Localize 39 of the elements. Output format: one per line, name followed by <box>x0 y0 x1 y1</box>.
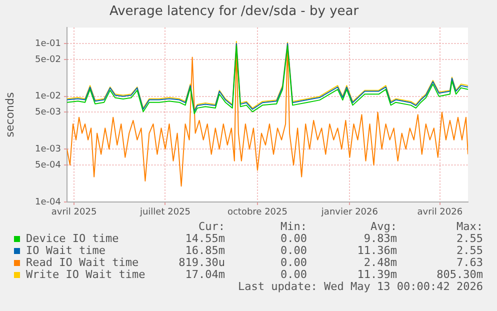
x-tick-label: octobre 2025 <box>227 208 288 218</box>
y-tick-label: 5e-04 <box>35 160 62 170</box>
text: 9.83m <box>364 232 397 245</box>
x-tick-label: juillet 2025 <box>138 208 191 218</box>
text: Min: <box>280 220 307 233</box>
legend-label: IO Wait time <box>26 244 106 257</box>
x-tick-label: avril 2025 <box>51 208 97 218</box>
y-axis-title: seconds <box>3 92 16 138</box>
text: 11.39m <box>357 268 397 281</box>
y-tick-label: 1e-04 <box>35 197 62 208</box>
y-tick-label: 5e-02 <box>35 54 61 65</box>
text: Avg: <box>370 220 397 233</box>
text: Max: <box>456 220 483 233</box>
text: 7.63 <box>456 256 483 269</box>
x-tick-label: janvier 2026 <box>320 208 378 218</box>
text: 0.00 <box>280 268 307 281</box>
text: 17.04m <box>185 268 225 281</box>
text: 819.30u <box>178 256 225 269</box>
legend-label: Read IO Wait time <box>26 256 139 269</box>
legend-label: Device IO time <box>26 232 119 245</box>
x-tick-label: avril 2026 <box>417 208 463 218</box>
y-tick-label: 1e-01 <box>35 38 61 49</box>
text: Last update: Wed May 13 00:00:42 2026 <box>238 280 483 293</box>
text: 0.00 <box>280 256 307 269</box>
text: 805.30m <box>436 268 483 281</box>
text: 2.48m <box>364 256 397 269</box>
text: 2.55 <box>456 244 483 257</box>
text: Cur: <box>198 220 225 233</box>
y-tick-label: 1e-03 <box>35 144 61 155</box>
legend-label: Write IO Wait time <box>26 268 146 281</box>
text: 0.00 <box>280 244 307 257</box>
y-tick-label: 1e-02 <box>35 92 61 102</box>
chart-title: Average latency for /dev/sda - by year <box>109 4 360 20</box>
y-tick-label: 5e-03 <box>35 108 61 118</box>
text: 2.55 <box>456 232 483 245</box>
text: 11.36m <box>357 244 397 257</box>
text: 16.85m <box>185 244 225 257</box>
text: 0.00 <box>280 232 307 245</box>
text: 14.55m <box>185 232 225 245</box>
